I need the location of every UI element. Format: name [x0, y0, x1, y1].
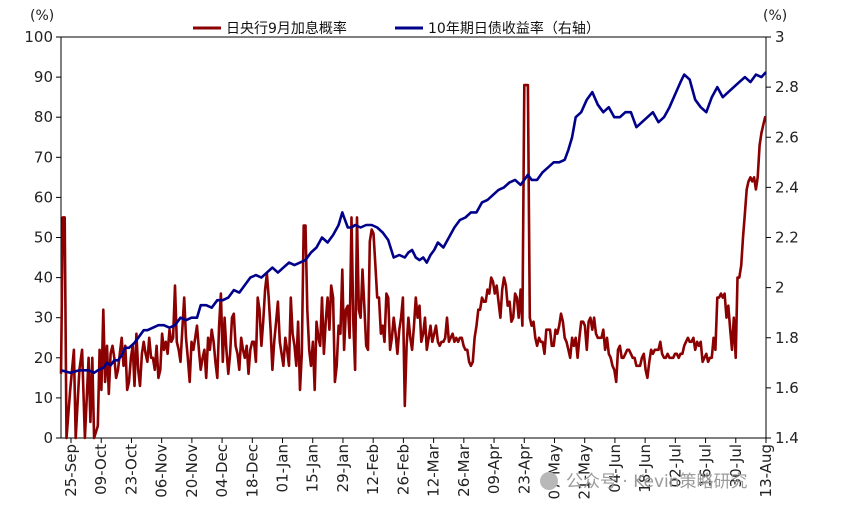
right-tick-label: 2.8	[775, 78, 799, 96]
x-tick-label: 04-Jun	[606, 444, 624, 493]
left-tick-label: 70	[34, 148, 53, 166]
right-axis-ticks: 1.4 1.6 1.8 2 2.2 2.4 2.6 2.8 3	[766, 28, 799, 447]
plot-frame	[60, 36, 767, 439]
x-tick-label: 09-Oct	[92, 444, 110, 495]
x-tick-label: 12-Mar	[425, 443, 443, 497]
left-tick-label: 10	[34, 389, 53, 407]
x-tick-label: 15-Jan	[304, 444, 322, 492]
x-tick-label: 26-Feb	[394, 444, 412, 495]
left-tick-label: 20	[34, 349, 53, 367]
x-tick-label: 16-Jul	[697, 444, 715, 487]
x-axis-ticks: 25-Sep 09-Oct 23-Oct 06-Nov 20-Nov 04-Dec 18-D…	[62, 438, 775, 500]
left-tick-label: 40	[34, 269, 53, 287]
wechat-icon	[540, 472, 558, 490]
right-tick-label: 1.6	[775, 379, 799, 397]
x-tick-label: 18-Jun	[636, 444, 654, 493]
x-tick-label: 23-Apr	[515, 443, 533, 494]
left-axis-ticks: 0 10 20 30 40 50 60 70 80 90 100	[24, 28, 61, 447]
watermark-text: 公众号 · Kevin策略研究	[566, 472, 748, 492]
x-tick-label: 20-Nov	[183, 444, 201, 498]
watermark: 公众号 · Kevin策略研究	[540, 472, 748, 492]
left-tick-label: 100	[24, 28, 53, 46]
x-tick-label: 18-Dec	[243, 444, 261, 498]
left-tick-label: 90	[34, 68, 53, 86]
x-tick-label: 13-Aug	[757, 444, 775, 497]
legend: 日央行9月加息概率 10年期日债收益率（右轴）	[193, 20, 600, 37]
series-line-jgb-10y-yield	[60, 71, 767, 375]
series-lines	[59, 71, 767, 440]
legend-label-jgb-yield: 10年期日债收益率（右轴）	[428, 20, 600, 37]
left-tick-label: 80	[34, 108, 53, 126]
right-tick-label: 2.6	[775, 128, 799, 146]
right-tick-label: 1.8	[775, 329, 799, 347]
left-tick-label: 30	[34, 309, 53, 327]
right-tick-label: 2.2	[775, 229, 799, 247]
x-tick-label: 06-Nov	[153, 444, 171, 498]
x-tick-label: 02-Jul	[666, 444, 684, 487]
left-axis-unit: (%)	[30, 8, 54, 24]
right-tick-label: 2	[775, 279, 785, 297]
right-axis-unit: (%)	[763, 8, 787, 24]
x-tick-label: 09-Apr	[485, 443, 503, 494]
x-tick-label: 04-Dec	[213, 444, 231, 498]
x-tick-label: 30-Jul	[727, 444, 745, 487]
right-tick-label: 1.4	[775, 429, 799, 447]
x-tick-label: 25-Sep	[62, 444, 80, 497]
x-tick-label: 21-May	[576, 444, 594, 500]
right-tick-label: 2.4	[775, 178, 799, 196]
series-line-rate-hike-probability	[59, 83, 767, 440]
x-tick-label: 07-May	[545, 444, 563, 500]
axes	[60, 36, 767, 439]
right-tick-label: 3	[775, 28, 785, 46]
x-tick-label: 23-Oct	[122, 444, 140, 495]
x-tick-label: 12-Feb	[364, 444, 382, 495]
legend-label-rate-hike: 日央行9月加息概率	[226, 20, 347, 37]
left-tick-label: 60	[34, 188, 53, 206]
left-tick-label: 0	[43, 429, 53, 447]
x-tick-label: 26-Mar	[455, 443, 473, 497]
left-tick-label: 50	[34, 229, 53, 247]
x-tick-label: 01-Jan	[274, 444, 292, 492]
x-tick-label: 29-Jan	[334, 444, 352, 492]
